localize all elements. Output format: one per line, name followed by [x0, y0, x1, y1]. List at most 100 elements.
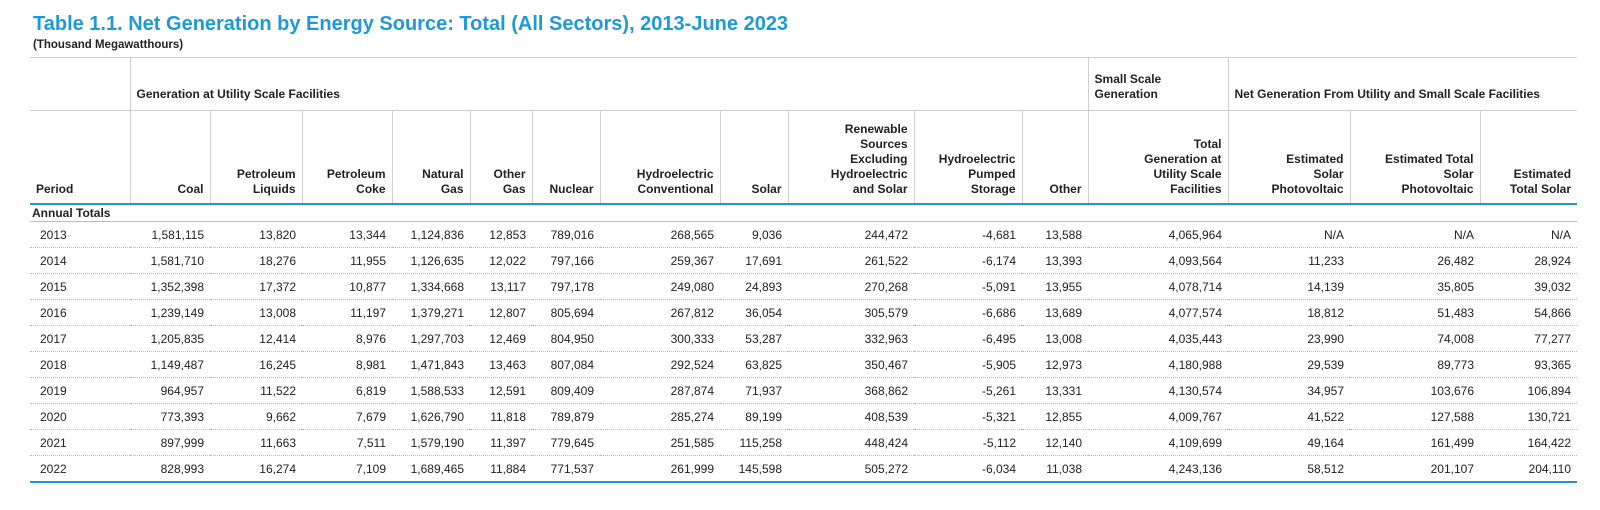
column-header: Estimated Solar Photovoltaic — [1227, 110, 1351, 205]
value-cell: 797,166 — [532, 247, 600, 274]
value-cell: 305,579 — [788, 299, 914, 326]
value-cell: 34,957 — [1228, 377, 1351, 404]
value-cell: 7,511 — [302, 429, 392, 456]
value-cell: 1,239,149 — [130, 299, 210, 326]
value-cell: 13,331 — [1022, 377, 1089, 404]
value-cell: 1,689,465 — [392, 455, 470, 483]
table-body: Annual Totals 2013 1,581,115 13,820 13,344 1,… — [30, 204, 1578, 483]
value-cell: -6,686 — [914, 299, 1022, 326]
value-cell: 8,981 — [302, 351, 392, 378]
value-cell: 779,645 — [532, 429, 600, 456]
value-cell: 18,276 — [210, 247, 302, 274]
value-cell: 13,820 — [210, 221, 302, 248]
value-cell: 287,874 — [600, 377, 720, 404]
value-cell: 7,109 — [302, 455, 392, 483]
value-cell: 13,588 — [1022, 221, 1089, 248]
value-cell: -5,091 — [914, 273, 1022, 300]
value-cell: -5,261 — [914, 377, 1022, 404]
value-cell: 115,258 — [720, 429, 788, 456]
value-cell: 71,937 — [720, 377, 788, 404]
value-cell: 4,065,964 — [1088, 221, 1229, 248]
column-header-line: Excluding — [850, 152, 908, 166]
value-cell: 9,662 — [210, 403, 302, 430]
column-header-line: Coke — [356, 182, 386, 196]
value-cell: 23,990 — [1228, 325, 1351, 352]
column-header-row: Period Coal Petroleum Liquids Petroleum Coke N… — [30, 110, 1578, 205]
column-header-line: Solar — [1443, 167, 1474, 181]
value-cell: 12,022 — [470, 247, 532, 274]
group-header-row: Generation at Utility Scale Facilities S… — [30, 57, 1578, 111]
column-header: Solar — [719, 110, 788, 205]
table-row: 2014 1,581,710 18,276 11,955 1,126,635 12,022… — [30, 247, 1578, 274]
section-label: Annual Totals — [30, 204, 1578, 222]
column-header-line: Liquids — [252, 182, 296, 196]
column-header: Petroleum Coke — [301, 110, 392, 205]
value-cell: 12,807 — [470, 299, 532, 326]
value-cell: 261,999 — [600, 455, 720, 483]
column-header-line: Renewable — [844, 122, 908, 136]
value-cell: 505,272 — [788, 455, 914, 483]
column-header-line: Other — [1049, 182, 1082, 196]
value-cell: 807,084 — [532, 351, 600, 378]
value-cell: 103,676 — [1350, 377, 1481, 404]
column-header-line: Other — [493, 167, 526, 181]
value-cell: 13,689 — [1022, 299, 1089, 326]
value-cell: 12,469 — [470, 325, 532, 352]
table-subtitle: (Thousand Megawatthours) — [33, 39, 184, 51]
column-header-line: Conventional — [637, 182, 714, 196]
value-cell: 12,855 — [1022, 403, 1089, 430]
value-cell: 804,950 — [532, 325, 600, 352]
period-cell: 2014 — [30, 247, 130, 274]
column-header-line: Estimated Total — [1385, 152, 1474, 166]
value-cell: 77,277 — [1480, 325, 1578, 352]
value-cell: 17,372 — [210, 273, 302, 300]
value-cell: 11,663 — [210, 429, 302, 456]
value-cell: 53,287 — [720, 325, 788, 352]
value-cell: 292,524 — [600, 351, 720, 378]
value-cell: 797,178 — [532, 273, 600, 300]
group-header-utility: Generation at Utility Scale Facilities — [129, 57, 1089, 111]
column-header: Other Gas — [469, 110, 532, 205]
column-header: Hydroelectric Pumped Storage — [913, 110, 1022, 205]
value-cell: 26,482 — [1350, 247, 1481, 274]
value-cell: 259,367 — [600, 247, 720, 274]
table-row: 2016 1,239,149 13,008 11,197 1,379,271 12,807… — [30, 299, 1578, 326]
value-cell: 201,107 — [1350, 455, 1481, 483]
value-cell: 771,537 — [532, 455, 600, 483]
value-cell: 11,818 — [470, 403, 532, 430]
value-cell: 1,297,703 — [392, 325, 470, 352]
value-cell: 12,853 — [470, 221, 532, 248]
column-header-line: Photovoltaic — [1401, 182, 1474, 196]
value-cell: 130,721 — [1480, 403, 1578, 430]
value-cell: 11,522 — [210, 377, 302, 404]
value-cell: 448,424 — [788, 429, 914, 456]
value-cell: 16,274 — [210, 455, 302, 483]
value-cell: 12,414 — [210, 325, 302, 352]
value-cell: 268,565 — [600, 221, 720, 248]
value-cell: 1,588,533 — [392, 377, 470, 404]
column-header-line: Gas — [440, 182, 464, 196]
column-header-line: Solar — [751, 182, 782, 196]
value-cell: 7,679 — [302, 403, 392, 430]
value-cell: 1,581,115 — [130, 221, 210, 248]
value-cell: 964,957 — [130, 377, 210, 404]
value-cell: 1,581,710 — [130, 247, 210, 274]
value-cell: 1,205,835 — [130, 325, 210, 352]
column-header-line: Utility Scale — [1153, 167, 1222, 181]
value-cell: 408,539 — [788, 403, 914, 430]
value-cell: 4,078,714 — [1088, 273, 1229, 300]
column-header-line: Estimated — [1286, 152, 1344, 166]
value-cell: 285,274 — [600, 403, 720, 430]
value-cell: 164,422 — [1480, 429, 1578, 456]
value-cell: 89,199 — [720, 403, 788, 430]
value-cell: -6,495 — [914, 325, 1022, 352]
value-cell: -6,174 — [914, 247, 1022, 274]
value-cell: 809,409 — [532, 377, 600, 404]
value-cell: 9,036 — [720, 221, 788, 248]
value-cell: 789,879 — [532, 403, 600, 430]
value-cell: 54,866 — [1480, 299, 1578, 326]
group-header-net-generation: Net Generation From Utility and Small Sc… — [1227, 57, 1578, 111]
value-cell: 1,626,790 — [392, 403, 470, 430]
value-cell: 8,976 — [302, 325, 392, 352]
table-row: 2019 964,957 11,522 6,819 1,588,533 12,591 809… — [30, 377, 1578, 404]
